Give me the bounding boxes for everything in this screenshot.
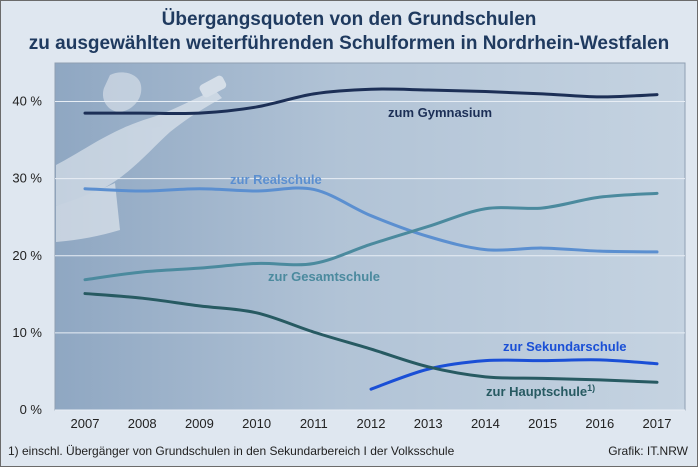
series-line-gymnasium	[83, 87, 659, 116]
y-tick-label: 20 %	[12, 248, 42, 263]
x-tick-label: 2011	[300, 416, 328, 431]
y-axis-ticks: 0 % 10 % 20 % 30 % 40 %	[12, 94, 42, 417]
series-line-realschule	[83, 186, 659, 254]
footnote-marker: 1)	[587, 383, 595, 393]
x-tick-label: 2012	[357, 416, 386, 431]
series-label-sekundarschule: zur Sekundarschule	[503, 339, 627, 354]
series-label-gymnasium: zum Gymnasium	[388, 105, 492, 120]
series-line-gesamtschule	[83, 191, 659, 282]
x-tick-label: 2010	[242, 416, 271, 431]
y-tick-label: 40 %	[12, 94, 42, 109]
y-tick-label: 30 %	[12, 171, 42, 186]
x-tick-label: 2016	[585, 416, 614, 431]
y-tick-label: 10 %	[12, 325, 42, 340]
hand-with-chalk-photo	[56, 72, 227, 242]
series-label-gesamtschule: zur Gesamtschule	[268, 269, 380, 284]
x-axis-ticks: 2007 2008 2009 2010 2011 2012 2013 2014 2015 2016…	[71, 416, 672, 431]
x-tick-label: 2007	[71, 416, 100, 431]
x-tick-label: 2008	[128, 416, 157, 431]
x-tick-label: 2015	[528, 416, 557, 431]
source-credit: Grafik: IT.NRW	[608, 444, 688, 458]
x-tick-label: 2009	[185, 416, 214, 431]
footnote: 1) einschl. Übergänger von Grundschulen …	[8, 444, 455, 458]
series-label-hauptschule: zur Hauptschule1)	[486, 383, 595, 399]
series-line-hauptschule	[83, 292, 659, 384]
series-lines	[83, 87, 659, 391]
series-labels: zum Gymnasium zur Realschule zur Gesamtsch…	[230, 105, 627, 399]
x-tick-label: 2014	[471, 416, 500, 431]
series-label-realschule: zur Realschule	[230, 172, 322, 187]
plot-area	[54, 62, 686, 411]
x-tick-label: 2017	[643, 416, 672, 431]
title-line-1: Übergangsquoten von den Grundschulen	[161, 9, 537, 30]
title-line-2: zu ausgewählten weiterführenden Schulfor…	[28, 33, 670, 54]
gridlines	[55, 101, 685, 411]
x-tick-label: 2013	[414, 416, 443, 431]
y-tick-label: 0 %	[20, 402, 43, 417]
chart-title: Übergangsquoten von den Grundschulen zu …	[0, 8, 698, 56]
series-line-sekundarschule	[369, 358, 659, 391]
